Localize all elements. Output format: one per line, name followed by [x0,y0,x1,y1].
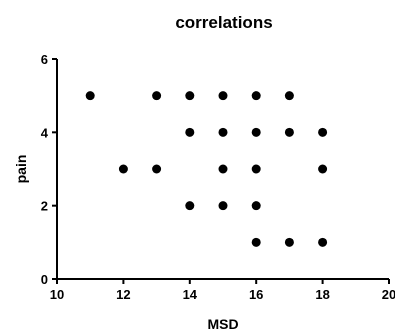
data-point [218,164,228,174]
data-point [185,91,195,101]
data-point [318,127,328,137]
data-point [284,127,294,137]
y-tick-label: 2 [41,199,48,214]
data-point [85,91,95,101]
data-points [85,91,328,247]
data-point [218,127,228,137]
data-point [251,201,261,211]
y-tick-label: 4 [41,125,49,140]
data-point [251,237,261,247]
data-point [318,237,328,247]
data-point [152,164,162,174]
data-point [218,91,228,101]
y-tick-label: 6 [41,52,48,67]
data-point [185,201,195,211]
x-tick-label: 14 [183,287,198,302]
x-tick-label: 10 [50,287,64,302]
data-point [251,127,261,137]
x-tick-label: 18 [315,287,329,302]
x-tick-label: 12 [116,287,130,302]
data-point [251,91,261,101]
y-axis-label: pain [13,155,29,184]
x-ticks: 10 12 14 16 18 20 [50,279,395,302]
y-tick-label: 0 [41,272,48,287]
data-point [318,164,328,174]
data-point [118,164,128,174]
data-point [218,201,228,211]
data-point [284,91,294,101]
y-ticks: 0 2 4 6 [41,52,57,287]
data-point [185,127,195,137]
data-point [251,164,261,174]
x-axis-label: MSD [207,316,238,332]
x-tick-label: 16 [249,287,263,302]
chart-title: correlations [175,13,272,32]
x-tick-label: 20 [382,287,395,302]
data-point [152,91,162,101]
data-point [284,237,294,247]
